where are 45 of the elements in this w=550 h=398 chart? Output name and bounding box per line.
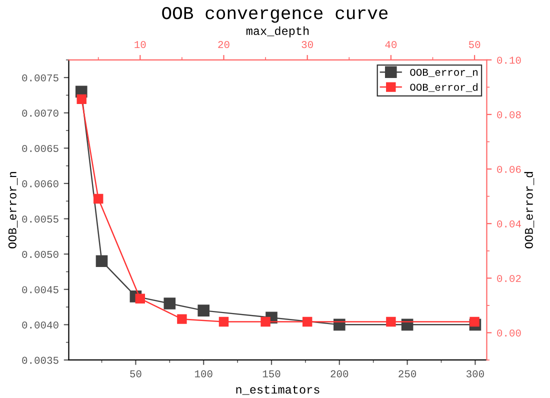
y-axis-title: OOB_error_d [524,172,534,248]
y-tick-label: 0.10 [497,56,521,64]
x-axis-title: max_depth [246,26,309,38]
y-axis-title: OOB_error_n [8,172,18,248]
y-tick-label: 0.04 [497,220,521,228]
x-tick-label: 10 [134,41,146,48]
y-tick-label: 0.0050 [22,250,58,258]
y-tick-label: 0.06 [497,166,521,173]
x-tick-label: 100 [194,370,212,378]
chart-title: OOB convergence curve [162,6,388,23]
y-tick-label: 0.0055 [22,216,58,223]
x-tick-label: 20 [218,41,230,48]
y-tick-label: 0.0065 [22,144,58,152]
point [96,255,108,268]
y-tick-label: 0.0040 [22,321,58,329]
x-tick-label: 250 [398,370,416,378]
x-tick-label: 50 [130,370,142,378]
point [177,314,187,324]
y-tick-label: 0.08 [497,111,521,118]
x-tick-label: 150 [262,370,280,378]
legend-label: OOB_error_n [410,68,478,77]
x-tick-label: 200 [330,370,348,378]
point [135,294,146,304]
point [76,94,86,104]
y-tick-label: 0.00 [497,330,521,337]
y-tick-label: 0.0045 [22,286,58,294]
point [198,304,210,316]
x-tick-label: 300 [466,370,484,378]
y-tick-label: 0.0070 [22,110,58,117]
y-tick-label: 0.0035 [22,356,58,364]
point [93,194,104,204]
x-axis-title: n_estimators [236,384,320,395]
y-tick-label: 0.0075 [22,74,58,82]
x-tick-label: 40 [385,41,397,48]
point [218,316,229,327]
point [386,316,396,327]
legend-label: OOB_error_d [410,83,478,92]
point [260,316,270,327]
point [470,316,480,327]
x-tick-label: 50 [468,41,480,48]
y-tick-label: 0.0060 [22,180,58,188]
y-tick-label: 0.02 [497,274,521,282]
point [164,298,176,310]
x-tick-label: 30 [302,41,313,48]
point [302,316,312,327]
